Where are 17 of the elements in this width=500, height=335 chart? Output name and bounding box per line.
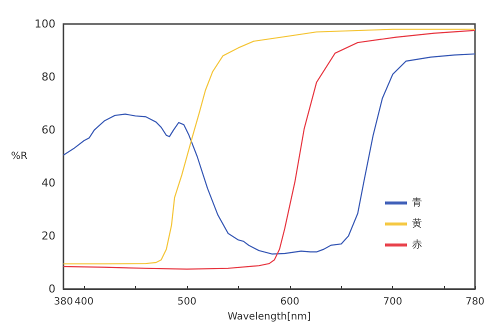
x-axis-title: Wavelength[nm]: [228, 311, 311, 322]
y-tick-label: 20: [41, 230, 56, 242]
legend-label: 赤: [412, 238, 422, 250]
y-axis-title: %R: [10, 151, 28, 162]
x-tick-label: 400: [74, 296, 94, 308]
y-tick-label: 40: [41, 176, 56, 190]
legend-label: 黄: [412, 218, 422, 230]
y-tick-label: 0: [48, 282, 56, 296]
x-tick-label: 600: [280, 296, 300, 308]
y-tick-label: 100: [34, 18, 56, 30]
x-tick-label: 380: [54, 296, 73, 308]
x-tick-label: 500: [177, 296, 196, 308]
y-tick-label: 80: [41, 70, 56, 84]
x-tick-label: 700: [383, 296, 402, 308]
legend-label: 青: [412, 196, 422, 208]
x-tick-label: 780: [465, 296, 485, 308]
y-tick-label: 60: [41, 124, 56, 136]
